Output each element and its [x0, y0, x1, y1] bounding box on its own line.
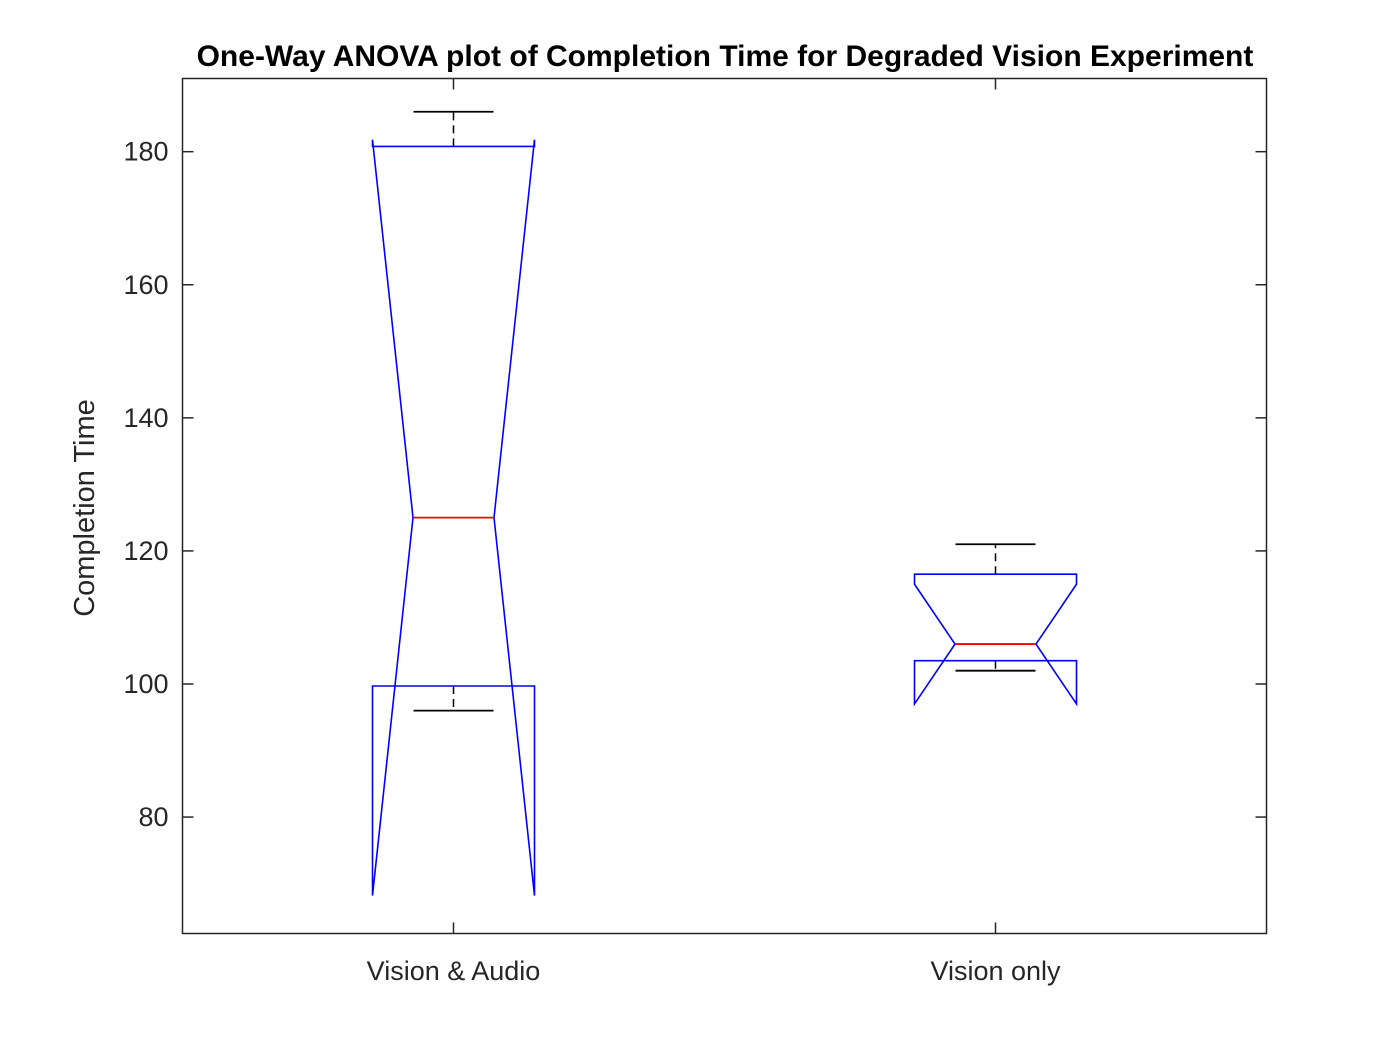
y-tick-label-120: 120 — [123, 536, 168, 566]
y-tick-label-140: 140 — [123, 403, 168, 433]
plot-area-frame — [181, 77, 1268, 935]
notched-box-1 — [913, 573, 1078, 707]
y-tick-label-80: 80 — [138, 802, 168, 832]
y-axis-label: Completion Time — [69, 399, 101, 617]
y-tick-label-160: 160 — [123, 270, 168, 300]
box-group-0 — [371, 110, 536, 896]
box-group-1 — [913, 543, 1078, 707]
x-tick-label-0: Vision & Audio — [367, 956, 541, 986]
axis-ticks: 80 100 120 140 160 180 Vision & Audio Vision on… — [123, 78, 1267, 986]
y-tick-label-100: 100 — [123, 669, 168, 699]
box-plots — [371, 110, 1078, 896]
chart-title: One-Way ANOVA plot of Completion Time fo… — [197, 40, 1254, 73]
x-tick-label-1: Vision only — [930, 956, 1061, 986]
y-tick-label-180: 180 — [123, 137, 168, 167]
notched-box-0 — [371, 139, 536, 896]
